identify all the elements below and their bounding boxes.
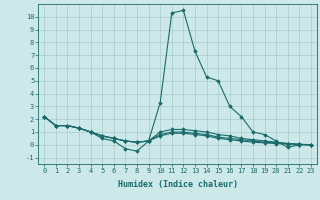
X-axis label: Humidex (Indice chaleur): Humidex (Indice chaleur) [118,180,238,189]
